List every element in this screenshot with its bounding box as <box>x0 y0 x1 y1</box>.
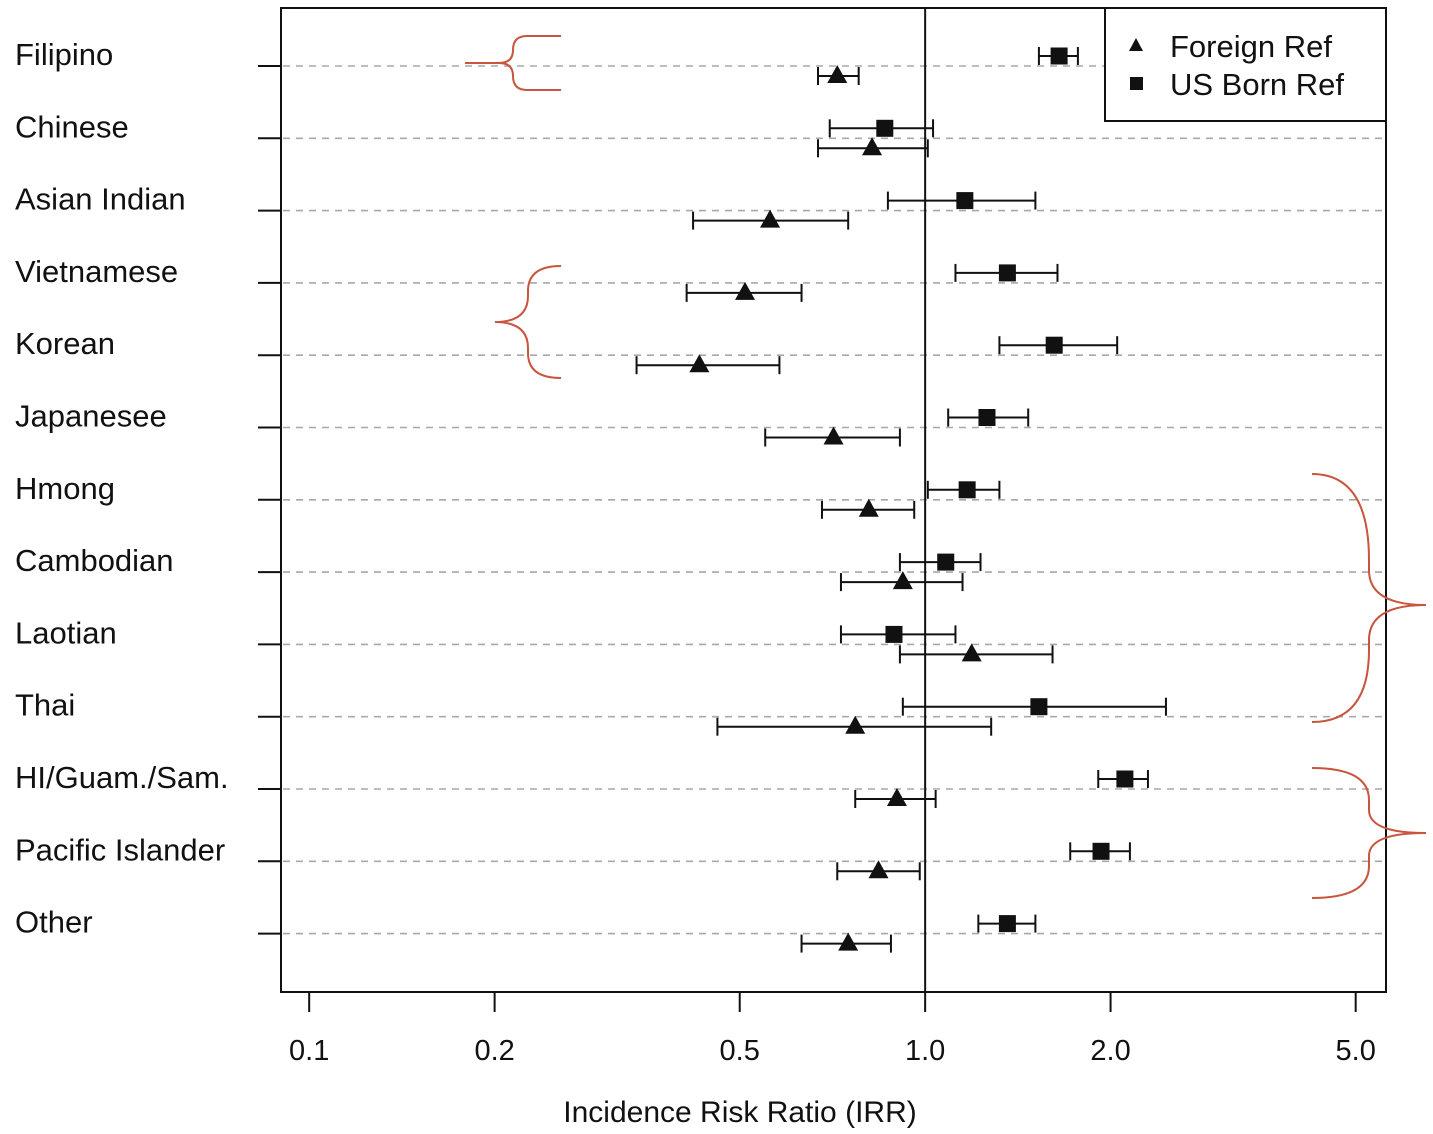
marker-us-born-ref-cambodian <box>937 553 955 571</box>
bracket-hmong-to-thai <box>1311 473 1427 723</box>
point-estimates <box>689 47 1134 951</box>
y-ticks <box>258 65 281 935</box>
marker-foreign-ref-korean <box>689 354 710 373</box>
marker-foreign-ref-other <box>838 932 859 951</box>
marker-us-born-ref-korean <box>1045 336 1063 354</box>
category-label-asian-indian: Asian Indian <box>15 182 186 217</box>
annotation-brackets <box>465 35 1427 899</box>
category-label-other: Other <box>15 905 93 940</box>
marker-us-born-ref-chinese <box>876 119 894 137</box>
marker-us-born-ref-vietnamese <box>998 264 1016 282</box>
category-label-thai: Thai <box>15 688 75 723</box>
category-label-pacific-islander: Pacific Islander <box>15 832 225 867</box>
marker-foreign-ref-japanesee <box>823 426 844 445</box>
x-tick-label-5.0: 5.0 <box>1336 1035 1376 1067</box>
category-label-japanesee: Japanesee <box>15 399 167 434</box>
marker-us-born-ref-asian-indian <box>956 192 974 210</box>
category-label-korean: Korean <box>15 326 115 361</box>
legend: Foreign Ref US Born Ref <box>1104 7 1387 122</box>
x-tick-label-2.0: 2.0 <box>1090 1035 1130 1067</box>
bracket-pacific <box>1311 767 1427 899</box>
bracket-vietnamese-korean <box>494 265 562 379</box>
legend-square-icon <box>1130 77 1143 90</box>
x-tick-label-0.1: 0.1 <box>289 1035 329 1067</box>
marker-us-born-ref-hi-guam-sam <box>1116 770 1134 788</box>
x-axis: 0.1 0.2 0.5 1.0 2.0 5.0 <box>289 991 1376 1067</box>
x-tick-label-0.5: 0.5 <box>720 1035 760 1067</box>
category-label-filipino: Filipino <box>15 37 113 72</box>
marker-foreign-ref-hi-guam-sam <box>886 788 907 806</box>
category-label-hi-guam-sam: HI/Guam./Sam. <box>15 760 229 795</box>
marker-us-born-ref-hmong <box>958 481 976 499</box>
category-label-laotian: Laotian <box>15 615 117 650</box>
category-labels: Filipino Chinese Asian Indian Vietnamese Kor… <box>15 37 229 940</box>
marker-foreign-ref-filipino <box>827 65 848 83</box>
marker-foreign-ref-laotian <box>961 643 982 662</box>
marker-foreign-ref-asian-indian <box>760 209 781 228</box>
legend-label-foreign-ref: Foreign Ref <box>1170 29 1332 64</box>
marker-foreign-ref-cambodian <box>892 571 913 590</box>
marker-us-born-ref-filipino <box>1050 47 1068 65</box>
category-label-hmong: Hmong <box>15 471 115 506</box>
marker-foreign-ref-hmong <box>858 498 879 517</box>
legend-box <box>1104 7 1387 122</box>
legend-label-us-born-ref: US Born Ref <box>1170 67 1344 102</box>
x-axis-title: Incidence Risk Ratio (IRR) <box>563 1096 916 1129</box>
x-tick-label-1.0: 1.0 <box>905 1035 945 1067</box>
marker-us-born-ref-laotian <box>885 625 903 643</box>
category-label-chinese: Chinese <box>15 109 129 144</box>
marker-foreign-ref-pacific-islander <box>868 860 889 879</box>
category-label-vietnamese: Vietnamese <box>15 254 178 289</box>
marker-us-born-ref-pacific-islander <box>1092 842 1110 860</box>
marker-foreign-ref-vietnamese <box>735 281 756 300</box>
x-tick-label-0.2: 0.2 <box>474 1035 514 1067</box>
marker-us-born-ref-other <box>998 915 1016 933</box>
legend-triangle-icon <box>1129 38 1143 51</box>
bracket-filipino <box>465 35 561 91</box>
marker-us-born-ref-thai <box>1030 698 1048 716</box>
marker-us-born-ref-japanesee <box>978 409 996 426</box>
marker-foreign-ref-chinese <box>862 137 883 156</box>
marker-foreign-ref-thai <box>845 715 866 734</box>
gridlines <box>283 65 1384 935</box>
category-label-cambodian: Cambodian <box>15 543 174 578</box>
